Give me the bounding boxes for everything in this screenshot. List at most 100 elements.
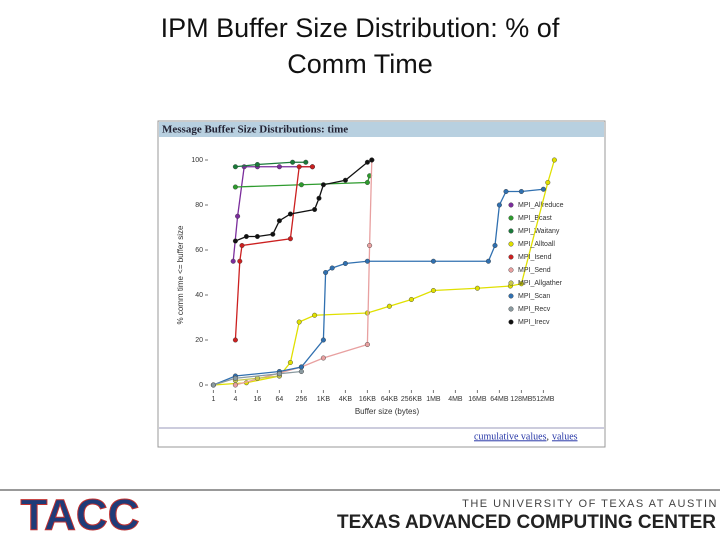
data-point	[430, 288, 436, 294]
x-axis-label: Buffer size (bytes)	[355, 407, 420, 416]
link[interactable]: values	[552, 431, 578, 442]
data-point	[364, 258, 370, 264]
x-tick-label: 4MB	[448, 396, 463, 403]
x-tick-label: 64MB	[490, 396, 509, 403]
chart-panel	[157, 120, 606, 448]
data-point	[232, 382, 238, 388]
legend-marker	[508, 280, 514, 286]
y-tick-label: 100	[191, 157, 203, 164]
data-point	[430, 258, 436, 264]
data-point	[243, 233, 249, 239]
x-tick-label: 128MB	[510, 396, 533, 403]
data-point	[276, 164, 282, 170]
legend-marker	[508, 241, 514, 247]
link[interactable]: cumulative values	[474, 431, 547, 442]
series-line	[213, 370, 302, 386]
data-point	[230, 258, 236, 264]
x-tick-label: 16MB	[468, 396, 487, 403]
data-point	[503, 188, 509, 194]
y-tick-label: 40	[195, 292, 203, 299]
legend-label: MPI_Bcast	[518, 215, 552, 222]
data-point	[474, 285, 480, 291]
data-point	[518, 281, 524, 287]
link-separator: ,	[546, 431, 549, 442]
data-point	[287, 211, 293, 217]
series-line	[235, 175, 371, 188]
x-tick-label: 64KB	[381, 396, 398, 403]
y-axis-label: % comm time <= buffer size	[176, 225, 185, 325]
legend-marker	[508, 293, 514, 299]
data-point	[367, 242, 373, 248]
y-tick-label: 0	[199, 382, 203, 389]
legend-label: MPI_Send	[518, 267, 551, 274]
data-point	[276, 371, 282, 377]
data-point	[320, 337, 326, 343]
data-point	[545, 179, 551, 185]
data-point	[303, 159, 309, 165]
data-point	[364, 342, 370, 348]
data-point	[237, 258, 243, 264]
x-tick-label: 16	[254, 396, 262, 403]
data-point	[364, 159, 370, 165]
data-point	[254, 233, 260, 239]
legend-label: MPI_Allreduce	[518, 202, 564, 209]
x-tick-label: 256KB	[401, 396, 422, 403]
legend-marker	[508, 202, 514, 208]
y-tick-label: 20	[195, 337, 203, 344]
legend-label: MPI_Allgather	[518, 280, 563, 287]
y-tick-label: 80	[195, 202, 203, 209]
data-point	[290, 159, 296, 165]
data-point	[320, 355, 326, 361]
series-line	[213, 188, 544, 386]
data-point	[329, 265, 335, 271]
data-point	[364, 179, 370, 185]
chart-header	[159, 122, 604, 137]
data-point	[323, 270, 329, 276]
data-point	[492, 242, 498, 248]
data-point	[312, 312, 318, 318]
data-point	[312, 206, 318, 212]
legend-marker	[508, 306, 514, 312]
series-line	[232, 166, 313, 262]
data-point	[276, 218, 282, 224]
series-line	[235, 161, 306, 168]
x-tick-label: 4KB	[339, 396, 353, 403]
data-point	[320, 182, 326, 188]
data-point	[540, 186, 546, 192]
data-point	[518, 188, 524, 194]
legend-marker	[508, 228, 514, 234]
data-point	[232, 238, 238, 244]
legend-marker	[508, 267, 514, 273]
data-point	[485, 258, 491, 264]
x-tick-label: 64	[276, 396, 284, 403]
legend-label: MPI_Isend	[518, 254, 552, 261]
x-tick-label: 4	[233, 396, 237, 403]
x-tick-label: 1KB	[317, 396, 331, 403]
data-point	[408, 297, 414, 303]
data-point	[369, 157, 375, 163]
legend-label: MPI_Alltoall	[518, 241, 555, 248]
data-point	[235, 213, 241, 219]
data-point	[287, 360, 293, 366]
data-point	[296, 319, 302, 325]
x-tick-label: 512MB	[532, 396, 555, 403]
data-point	[342, 261, 348, 267]
legend-label: MPI_Irecv	[518, 319, 550, 326]
data-point	[232, 164, 238, 170]
x-tick-label: 1MB	[426, 396, 441, 403]
data-point	[287, 236, 293, 242]
data-point	[270, 231, 276, 237]
legend-label: MPI_Scan	[518, 293, 550, 300]
data-point	[496, 202, 502, 208]
data-point	[364, 310, 370, 316]
data-point	[239, 242, 245, 248]
y-tick-label: 60	[195, 247, 203, 254]
x-tick-label: 256	[296, 396, 308, 403]
data-point	[210, 382, 216, 388]
center-name: TEXAS ADVANCED COMPUTING CENTER	[337, 512, 716, 533]
data-point	[254, 161, 260, 167]
x-tick-label: 16KB	[359, 396, 376, 403]
legend-label: MPI_Waitany	[518, 228, 560, 235]
